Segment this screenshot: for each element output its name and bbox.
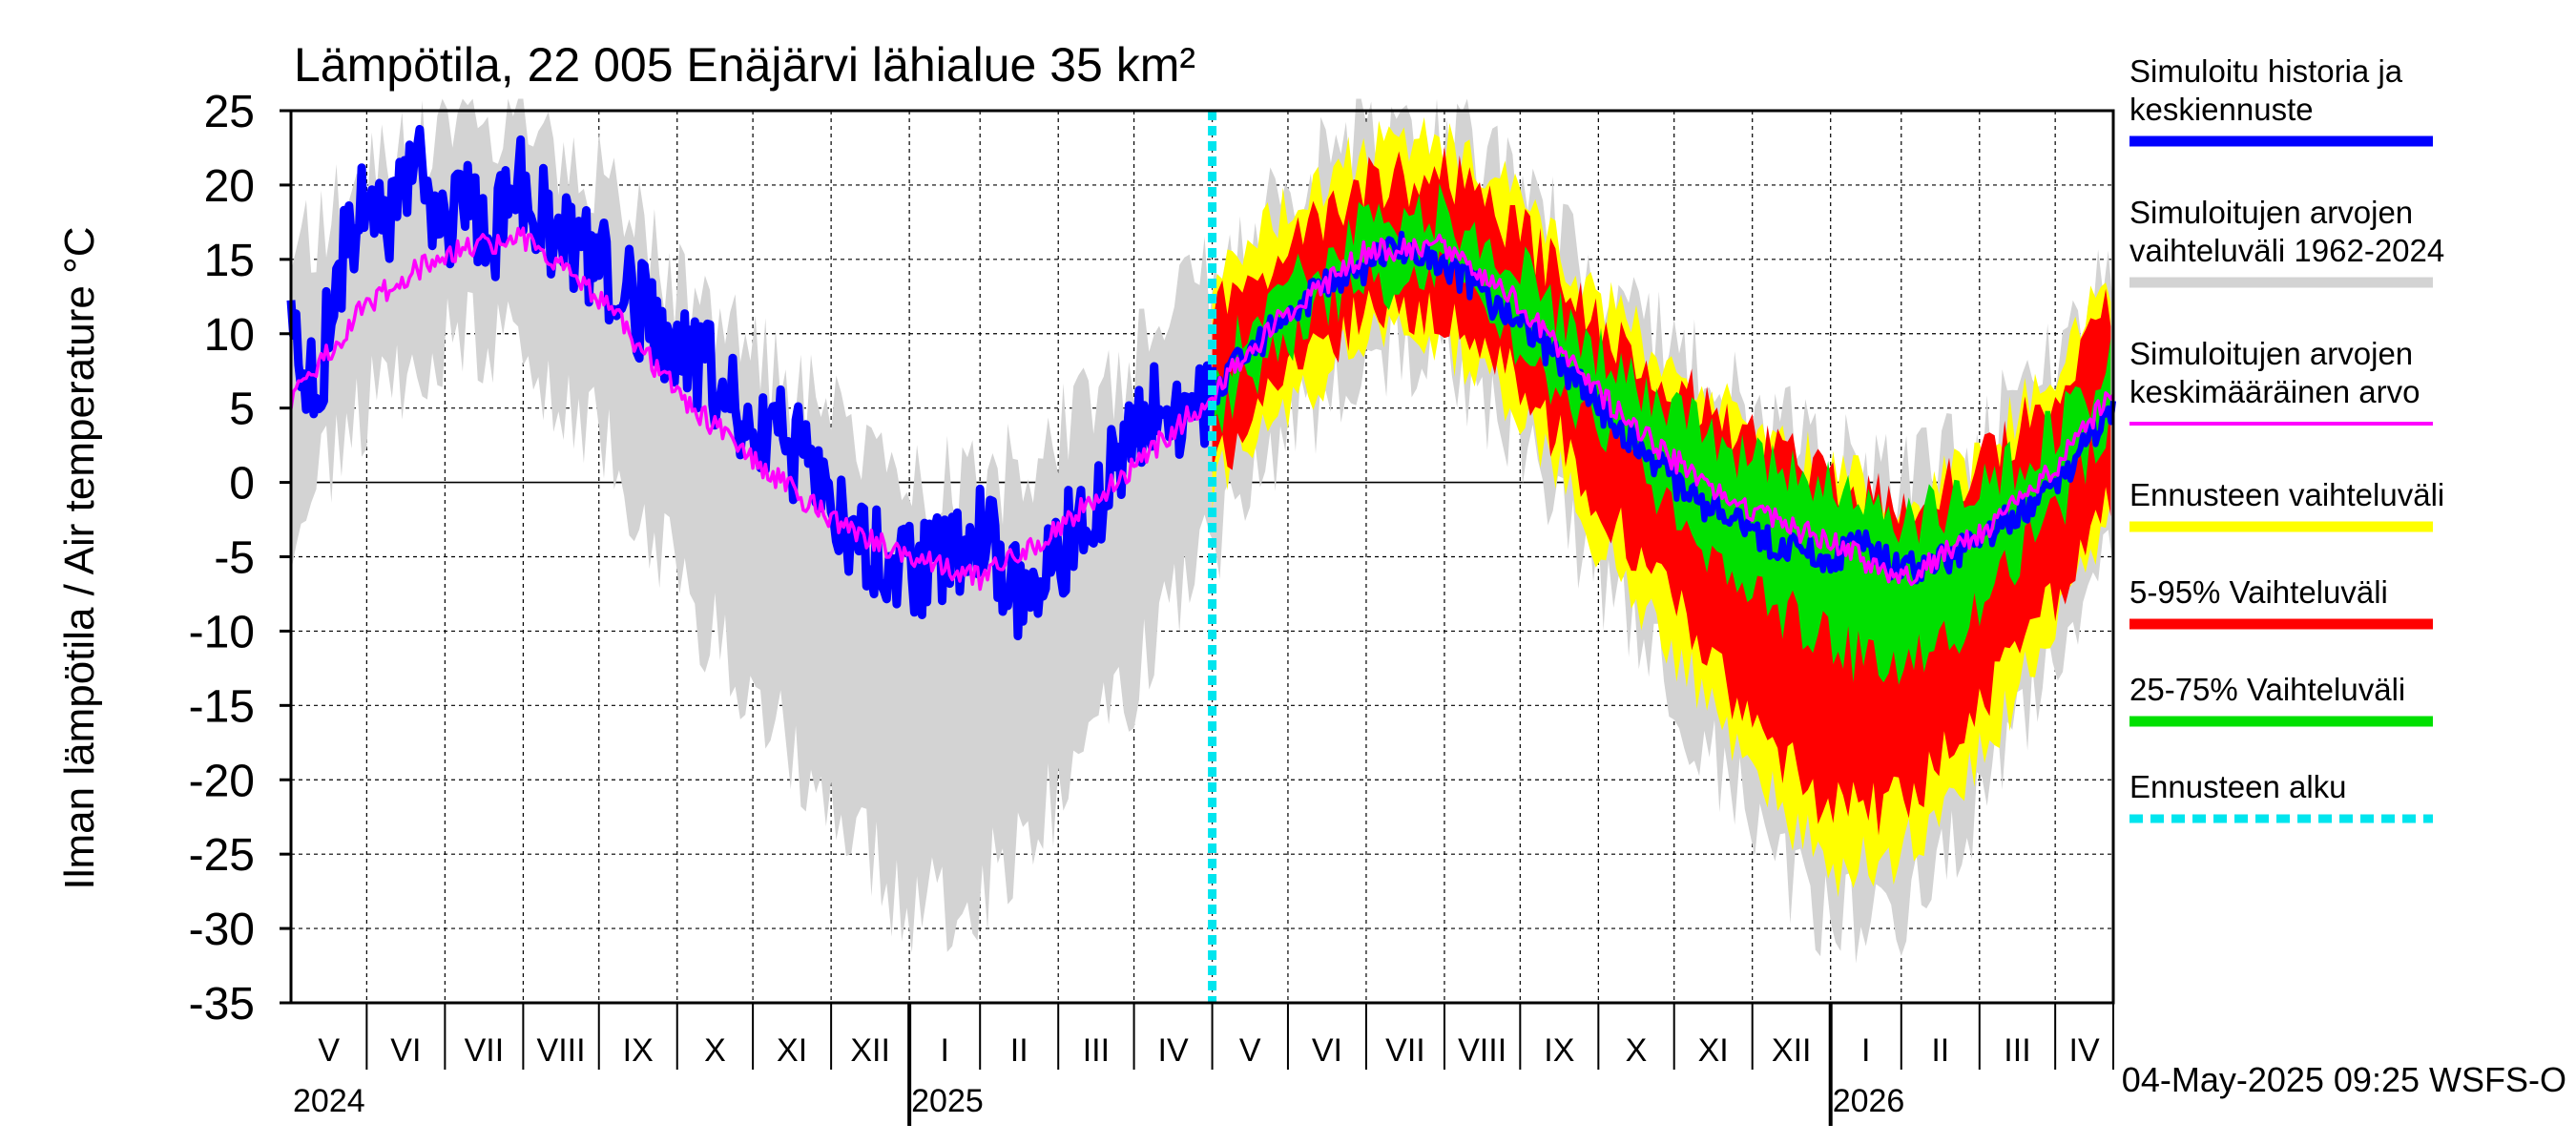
y-tick-label: 15 <box>204 236 255 286</box>
month-label: XII <box>1772 1032 1812 1069</box>
legend-label: Simuloitujen arvojen <box>2129 195 2413 230</box>
month-label: XI <box>777 1032 807 1069</box>
year-label: 2024 <box>293 1083 365 1119</box>
y-tick-label: 25 <box>204 87 255 137</box>
month-label: I <box>1861 1032 1870 1069</box>
legend-label: Ennusteen alku <box>2129 769 2347 804</box>
legend-label: 25-75% Vaihteluväli <box>2129 672 2405 707</box>
month-label: XII <box>850 1032 890 1069</box>
month-label: IV <box>1158 1032 1189 1069</box>
y-tick-label: -25 <box>189 830 255 881</box>
y-tick-label: 5 <box>229 385 255 435</box>
band-0 <box>291 98 2113 964</box>
month-label: IX <box>623 1032 654 1069</box>
history-line <box>286 124 1217 641</box>
month-label: IX <box>1544 1032 1574 1069</box>
legend-label: Simuloitujen arvojen <box>2129 336 2413 371</box>
chart-title: Lämpötila, 22 005 Enäjärvi lähialue 35 k… <box>294 38 1195 92</box>
y-tick-label: -30 <box>189 905 255 955</box>
y-tick-label: -10 <box>189 607 255 657</box>
month-label: V <box>1239 1032 1261 1069</box>
y-tick-label: 10 <box>204 310 255 361</box>
month-label: VII <box>465 1032 505 1069</box>
month-label: VIII <box>1458 1032 1506 1069</box>
month-label: III <box>2004 1032 2030 1069</box>
month-label: VI <box>390 1032 421 1069</box>
year-label: 2025 <box>911 1083 984 1119</box>
y-tick-label: -35 <box>189 979 255 1030</box>
legend-label: 5-95% Vaihteluväli <box>2129 574 2388 610</box>
legend-label: Simuloitu historia ja <box>2129 53 2403 89</box>
month-label: X <box>704 1032 726 1069</box>
legend-label: vaihteluväli 1962-2024 <box>2129 233 2444 268</box>
y-tick-label: -5 <box>214 533 255 584</box>
month-label: VIII <box>537 1032 586 1069</box>
legend-label: keskiennuste <box>2129 92 2314 127</box>
y-tick-label: -20 <box>189 756 255 806</box>
month-label: I <box>940 1032 948 1069</box>
month-label: X <box>1626 1032 1648 1069</box>
y-tick-label: -15 <box>189 681 255 732</box>
month-label: II <box>1010 1032 1028 1069</box>
legend-label: Ennusteen vaihteluväli <box>2129 477 2444 512</box>
year-label: 2026 <box>1833 1083 1905 1119</box>
month-label: VII <box>1385 1032 1425 1069</box>
y-tick-label: 20 <box>204 161 255 212</box>
legend-label: keskimääräinen arvo <box>2129 374 2420 409</box>
month-label: III <box>1083 1032 1110 1069</box>
seasonal-mean-line <box>289 226 2115 592</box>
month-label: XI <box>1698 1032 1729 1069</box>
series-lines <box>286 111 2116 1003</box>
month-label: VI <box>1312 1032 1342 1069</box>
month-label: II <box>1931 1032 1949 1069</box>
month-label: V <box>318 1032 340 1069</box>
y-tick-label: 0 <box>229 459 255 510</box>
month-label: IV <box>2069 1032 2100 1069</box>
y-axis-label: Ilman lämpötila / Air temperature °C <box>56 227 103 890</box>
x-axis: V VI VII VIII IX X XI XII I II III IV V VI VII VIII IX X X… <box>293 1003 2114 1126</box>
y-axis: 25 20 15 10 5 0 -5 -10 -15 -20 -25 -30 -35 <box>189 87 291 1030</box>
footer-timestamp: 04-May-2025 09:25 WSFS-O <box>2122 1060 2566 1099</box>
